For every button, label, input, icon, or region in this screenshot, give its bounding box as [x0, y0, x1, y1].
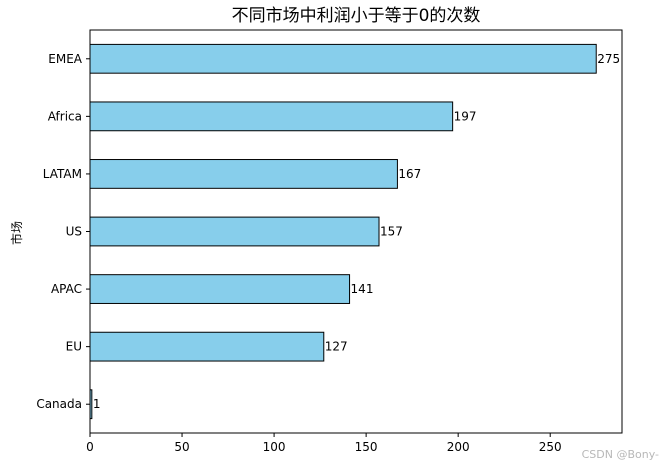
- y-tick-label: Canada: [36, 397, 82, 411]
- y-tick-label: APAC: [51, 282, 82, 296]
- data-label: 167: [398, 167, 421, 181]
- x-tick-label: 250: [539, 440, 562, 454]
- plot-frame: [89, 29, 623, 434]
- y-tick-label: Africa: [48, 109, 82, 123]
- chart-title: 不同市场中利润小于等于0的次数: [232, 6, 481, 26]
- bar: [89, 331, 325, 362]
- data-label: 157: [380, 225, 403, 239]
- data-label: 197: [454, 109, 477, 123]
- bar: [89, 274, 351, 304]
- x-tick-label: 200: [447, 440, 470, 454]
- data-label: 1: [93, 397, 101, 411]
- x-tick-label: 150: [355, 440, 378, 454]
- x-tick-label: 100: [263, 440, 286, 454]
- x-tick-label: 0: [86, 440, 94, 454]
- data-label: 141: [351, 282, 374, 296]
- bar: [89, 159, 398, 189]
- data-label: 127: [325, 340, 348, 354]
- y-axis-label: 市场: [9, 221, 24, 245]
- y-tick-label: US: [66, 225, 82, 239]
- data-label: 275: [597, 52, 620, 66]
- watermark: CSDN @Bony-: [582, 448, 659, 461]
- bar: [89, 101, 454, 132]
- y-tick-label: EU: [66, 340, 82, 354]
- bar: [89, 43, 597, 74]
- bar: [89, 216, 380, 247]
- x-tick-label: 50: [174, 440, 189, 454]
- y-tick-label: EMEA: [48, 52, 83, 66]
- y-tick-label: LATAM: [43, 167, 82, 181]
